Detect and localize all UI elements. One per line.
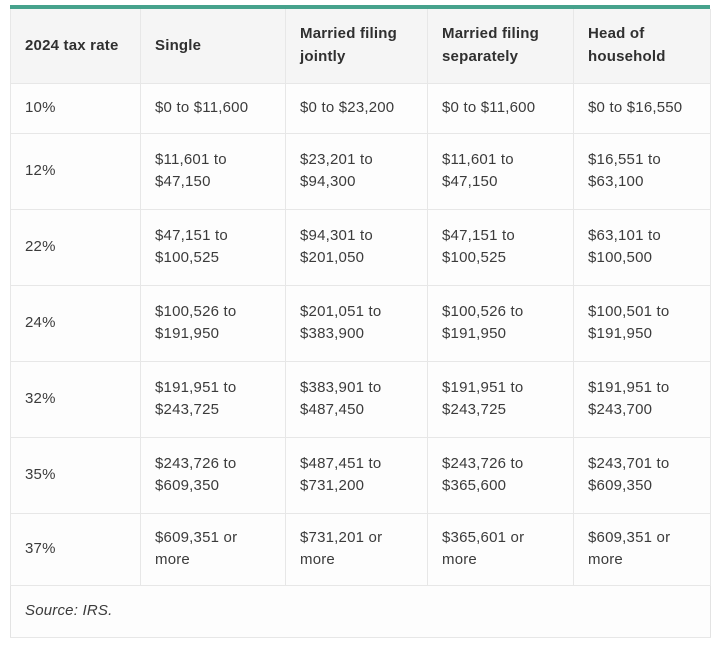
cell-head-of-household: $100,501 to $191,950 bbox=[573, 284, 711, 362]
cell-single: $100,526 to $191,950 bbox=[140, 284, 286, 362]
cell-rate: 22% bbox=[10, 208, 141, 286]
cell-rate: 12% bbox=[10, 132, 141, 210]
cell-head-of-household: $191,951 to $243,700 bbox=[573, 360, 711, 438]
cell-married-separately: $11,601 to $47,150 bbox=[427, 132, 574, 210]
cell-married-jointly: $383,901 to $487,450 bbox=[285, 360, 428, 438]
cell-married-separately: $191,951 to $243,725 bbox=[427, 360, 574, 438]
cell-head-of-household: $63,101 to $100,500 bbox=[573, 208, 711, 286]
table-source-row: Source: IRS. bbox=[10, 584, 711, 638]
table-row-32-percent: 32% $191,951 to $243,725 $383,901 to $48… bbox=[10, 360, 711, 438]
cell-married-separately: $243,726 to $365,600 bbox=[427, 436, 574, 514]
cell-single: $0 to $11,600 bbox=[140, 82, 286, 134]
cell-married-separately: $100,526 to $191,950 bbox=[427, 284, 574, 362]
table-row-12-percent: 12% $11,601 to $47,150 $23,201 to $94,30… bbox=[10, 132, 711, 210]
cell-single: $609,351 or more bbox=[140, 512, 286, 586]
cell-married-jointly: $731,201 or more bbox=[285, 512, 428, 586]
cell-married-jointly: $201,051 to $383,900 bbox=[285, 284, 428, 362]
cell-head-of-household: $609,351 or more bbox=[573, 512, 711, 586]
cell-single: $191,951 to $243,725 bbox=[140, 360, 286, 438]
cell-rate: 35% bbox=[10, 436, 141, 514]
tax-bracket-table-container: 2024 tax rate Single Married filing join… bbox=[10, 5, 711, 638]
column-header-head-of-household: Head of household bbox=[573, 9, 711, 84]
cell-rate: 24% bbox=[10, 284, 141, 362]
cell-married-jointly: $23,201 to $94,300 bbox=[285, 132, 428, 210]
table-row-24-percent: 24% $100,526 to $191,950 $201,051 to $38… bbox=[10, 284, 711, 362]
cell-head-of-household: $16,551 to $63,100 bbox=[573, 132, 711, 210]
column-header-tax-rate: 2024 tax rate bbox=[10, 9, 141, 84]
cell-married-separately: $365,601 or more bbox=[427, 512, 574, 586]
table-row-37-percent: 37% $609,351 or more $731,201 or more $3… bbox=[10, 512, 711, 586]
column-header-single: Single bbox=[140, 9, 286, 84]
cell-rate: 37% bbox=[10, 512, 141, 586]
cell-married-separately: $0 to $11,600 bbox=[427, 82, 574, 134]
cell-rate: 10% bbox=[10, 82, 141, 134]
cell-married-jointly: $0 to $23,200 bbox=[285, 82, 428, 134]
column-header-married-jointly: Married filing jointly bbox=[285, 9, 428, 84]
cell-rate: 32% bbox=[10, 360, 141, 438]
table-row-10-percent: 10% $0 to $11,600 $0 to $23,200 $0 to $1… bbox=[10, 82, 711, 134]
tax-bracket-table: 2024 tax rate Single Married filing join… bbox=[10, 9, 711, 638]
cell-married-separately: $47,151 to $100,525 bbox=[427, 208, 574, 286]
source-note: Source: IRS. bbox=[10, 584, 711, 638]
table-top-accent-bar bbox=[10, 5, 710, 9]
table-row-22-percent: 22% $47,151 to $100,525 $94,301 to $201,… bbox=[10, 208, 711, 286]
cell-married-jointly: $487,451 to $731,200 bbox=[285, 436, 428, 514]
cell-head-of-household: $0 to $16,550 bbox=[573, 82, 711, 134]
table-row-35-percent: 35% $243,726 to $609,350 $487,451 to $73… bbox=[10, 436, 711, 514]
column-header-married-separately: Married filing separately bbox=[427, 9, 574, 84]
table-header-row: 2024 tax rate Single Married filing join… bbox=[10, 9, 711, 84]
cell-single: $47,151 to $100,525 bbox=[140, 208, 286, 286]
cell-married-jointly: $94,301 to $201,050 bbox=[285, 208, 428, 286]
cell-head-of-household: $243,701 to $609,350 bbox=[573, 436, 711, 514]
cell-single: $243,726 to $609,350 bbox=[140, 436, 286, 514]
cell-single: $11,601 to $47,150 bbox=[140, 132, 286, 210]
